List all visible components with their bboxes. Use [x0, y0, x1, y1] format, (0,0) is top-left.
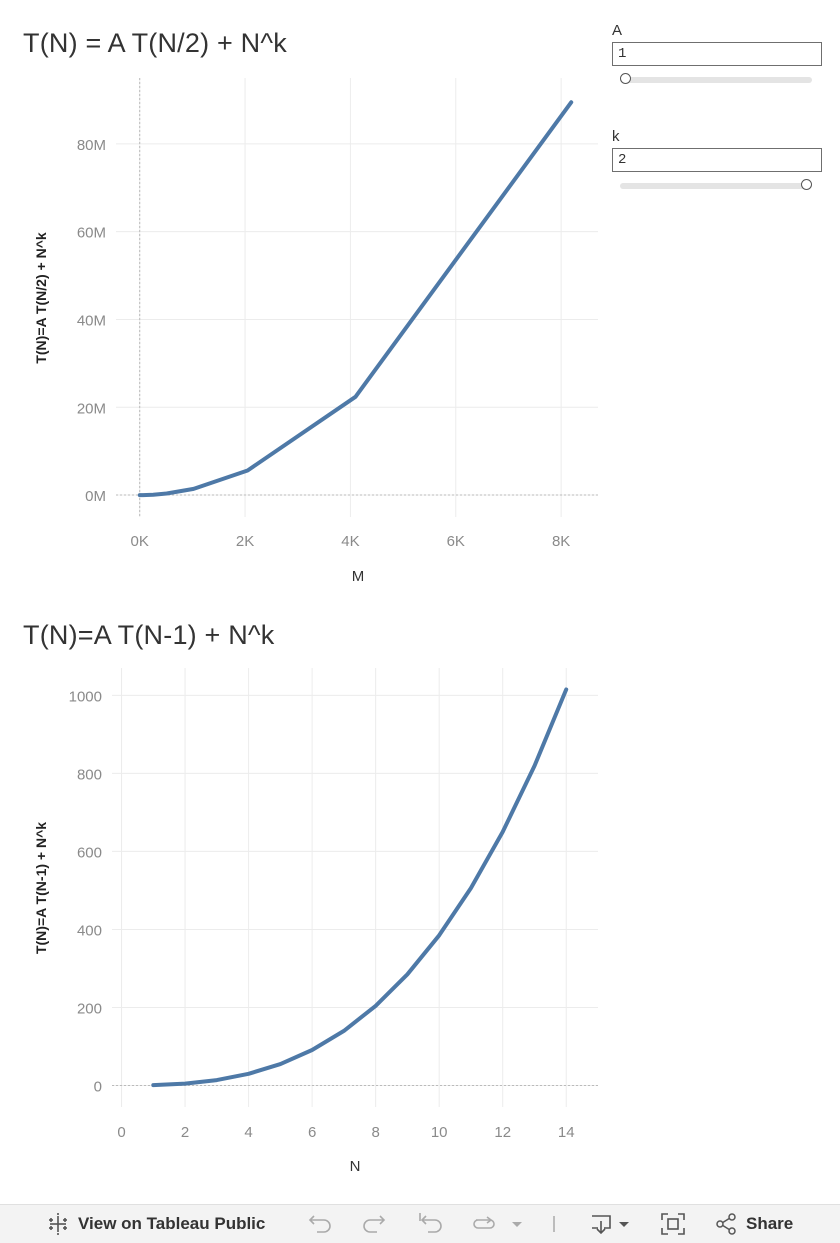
bottom-chart-x-tick-label: 4: [244, 1124, 252, 1141]
undo-icon: [306, 1212, 332, 1236]
parameter-a-slider[interactable]: [620, 73, 812, 84]
parameter-k-label: k: [612, 128, 620, 145]
download-icon: [589, 1212, 633, 1236]
top-chart-x-tick-label: 2K: [236, 533, 254, 550]
top-chart-y-axis-title: T(N)=A T(N/2) + N^k: [33, 232, 49, 364]
bottom-chart-y-axis-title: T(N)=A T(N-1) + N^k: [33, 822, 49, 954]
top-chart-series-line: [137, 100, 574, 498]
bottom-chart-x-tick-label: 2: [181, 1124, 189, 1141]
top-chart-x-tick-label: 8K: [552, 533, 570, 550]
parameter-k-slider-thumb[interactable]: [801, 179, 812, 190]
parameter-k-slider[interactable]: [620, 179, 812, 190]
bottom-toolbar: View on Tableau Public: [0, 1204, 840, 1243]
top-chart-x-tick-label: 0K: [131, 533, 149, 550]
top-chart-y-tick-label: 60M: [77, 225, 106, 242]
divider-icon: [552, 1212, 556, 1236]
bottom-chart-x-axis-title: N: [350, 1158, 361, 1175]
bottom-chart-x-tick-label: 8: [371, 1124, 379, 1141]
bottom-chart-x-tick-label: 6: [308, 1124, 316, 1141]
undo-button[interactable]: [306, 1205, 332, 1243]
pause-dropdown-button[interactable]: [510, 1205, 524, 1243]
parameter-a-input[interactable]: [612, 42, 822, 66]
top-chart-x-axis-title: M: [352, 568, 365, 585]
top-chart-y-tick-label: 20M: [77, 400, 106, 417]
view-on-tableau-label: View on Tableau Public: [78, 1214, 266, 1233]
top-chart-x-tick-label: 6K: [447, 533, 465, 550]
bottom-chart-series-line: [151, 687, 569, 1088]
tableau-logo-icon: [46, 1212, 70, 1236]
revert-icon: [417, 1212, 445, 1236]
refresh-button[interactable]: [470, 1205, 498, 1243]
line-chart-bottom: 0 2 4 6 8 10 12 14 0 200 400 600 800 1000 N T(N)=A T(N-…: [33, 668, 598, 1175]
bottom-chart-y-tick-label: 200: [77, 1000, 102, 1017]
view-on-tableau-button[interactable]: View on Tableau Public: [46, 1205, 265, 1243]
bottom-chart-y-tick-label: 800: [77, 766, 102, 783]
redo-button[interactable]: [362, 1205, 388, 1243]
refresh-icon: [470, 1212, 498, 1236]
share-button[interactable]: Share: [714, 1205, 793, 1243]
parameter-k: k: [612, 128, 822, 190]
revert-button[interactable]: [417, 1205, 445, 1243]
parameter-k-input[interactable]: [612, 148, 822, 172]
share-label: Share: [746, 1214, 794, 1233]
bottom-chart-y-tick-label: 600: [77, 844, 102, 861]
download-button[interactable]: [589, 1205, 633, 1243]
top-chart-y-tick-label: 40M: [77, 312, 106, 329]
top-chart-y-tick-label: 0M: [85, 488, 106, 505]
parameter-a-slider-thumb[interactable]: [620, 73, 631, 84]
bottom-chart-x-tick-label: 14: [558, 1124, 575, 1141]
top-chart-y-tick-label: 80M: [77, 137, 106, 154]
chevron-down-icon: [510, 1212, 524, 1236]
bottom-chart-x-tick-label: 12: [494, 1124, 511, 1141]
share-icon: [714, 1212, 738, 1236]
chart-title-bottom: T(N)=A T(N-1) + N^k: [23, 620, 275, 650]
top-chart-x-tick-label: 4K: [341, 533, 359, 550]
toolbar-divider: [552, 1205, 556, 1243]
fullscreen-icon: [660, 1212, 686, 1236]
fullscreen-button[interactable]: [660, 1205, 686, 1243]
redo-icon: [362, 1212, 388, 1236]
bottom-chart-y-tick-label: 1000: [69, 688, 102, 705]
parameter-a-label: A: [612, 22, 623, 39]
chart-title-top: T(N) = A T(N/2) + N^k: [23, 28, 287, 58]
bottom-chart-y-tick-label: 400: [77, 922, 102, 939]
bottom-chart-x-tick-label: 10: [431, 1124, 448, 1141]
line-chart-top: 0K 2K 4K 6K 8K 0M 20M 40M 60M 80M M T(N)=A T(N/2) +…: [33, 78, 598, 585]
parameter-a: A: [612, 22, 822, 84]
bottom-chart-y-tick-label: 0: [94, 1079, 102, 1096]
bottom-chart-x-tick-label: 0: [117, 1124, 125, 1141]
